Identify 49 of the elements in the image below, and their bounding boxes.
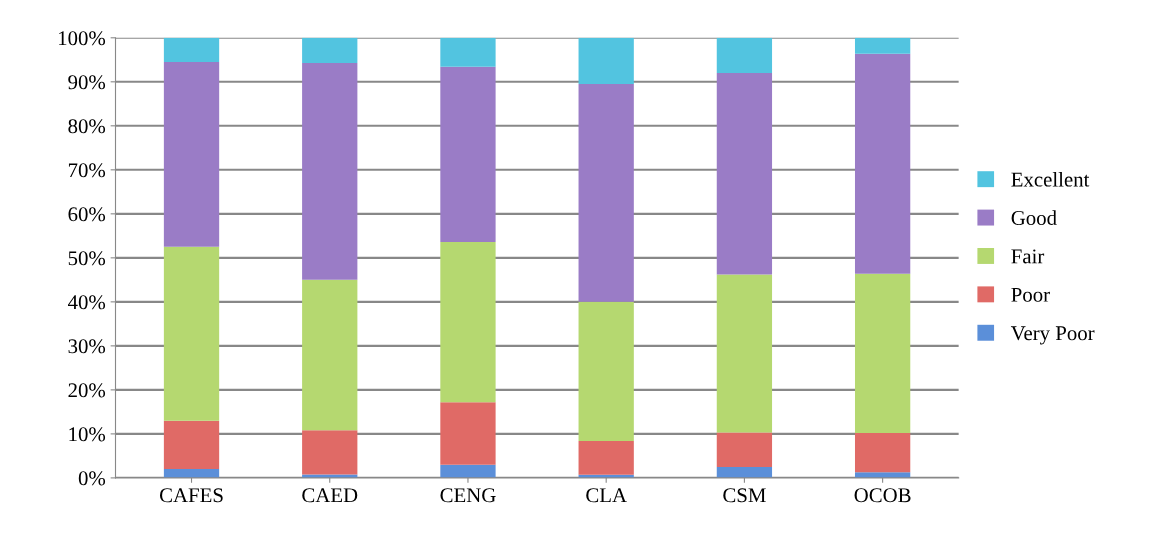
bar (302, 279, 358, 431)
legend-label: Excellent (1011, 171, 1090, 187)
bar (578, 37, 634, 85)
y-tick-label: 70% (68, 163, 106, 178)
legend-label: Poor (1011, 287, 1050, 302)
bar (716, 37, 773, 74)
x-tick-label: OCOB (854, 488, 911, 503)
legend-label: Very Poor (1010, 326, 1095, 345)
bar (302, 37, 358, 63)
bar (578, 84, 634, 302)
legend-label: Good (1011, 210, 1057, 226)
bar (578, 301, 634, 441)
y-tick-label: 0% (78, 471, 106, 486)
bar (440, 242, 496, 403)
bar (163, 469, 220, 478)
y-tick-label: 60% (68, 207, 106, 222)
bar (163, 246, 220, 421)
bar (302, 62, 358, 280)
bar (716, 432, 773, 467)
y-tick-label: 40% (68, 295, 106, 310)
bar (440, 464, 496, 478)
bar (302, 430, 358, 475)
bar (440, 66, 496, 243)
x-tick-label: CAED (302, 488, 358, 503)
y-tick-label: 20% (68, 383, 106, 398)
y-tick-label: 30% (68, 339, 106, 354)
y-tick-label: 80% (68, 119, 106, 134)
bar (854, 53, 911, 274)
x-tick-label: CSM (723, 488, 766, 503)
bar (163, 37, 220, 63)
bar (716, 274, 773, 433)
bar (854, 433, 911, 473)
bar (854, 273, 911, 434)
bar (854, 37, 911, 54)
bar (716, 466, 773, 478)
bar (163, 420, 220, 470)
y-tick-label: 10% (69, 427, 106, 442)
bar (163, 62, 220, 247)
x-tick-label: CLA (586, 488, 627, 503)
y-tick-label: 50% (68, 251, 106, 266)
bar (716, 73, 773, 275)
y-tick-label: 100% (59, 31, 106, 46)
x-tick-label: CENG (440, 488, 496, 503)
legend-label: Fair (1011, 249, 1045, 264)
bar (440, 402, 496, 465)
y-tick-label: 90% (68, 75, 106, 90)
x-tick-label: CAFES (159, 488, 223, 503)
bar (440, 37, 496, 67)
bar (578, 440, 634, 475)
